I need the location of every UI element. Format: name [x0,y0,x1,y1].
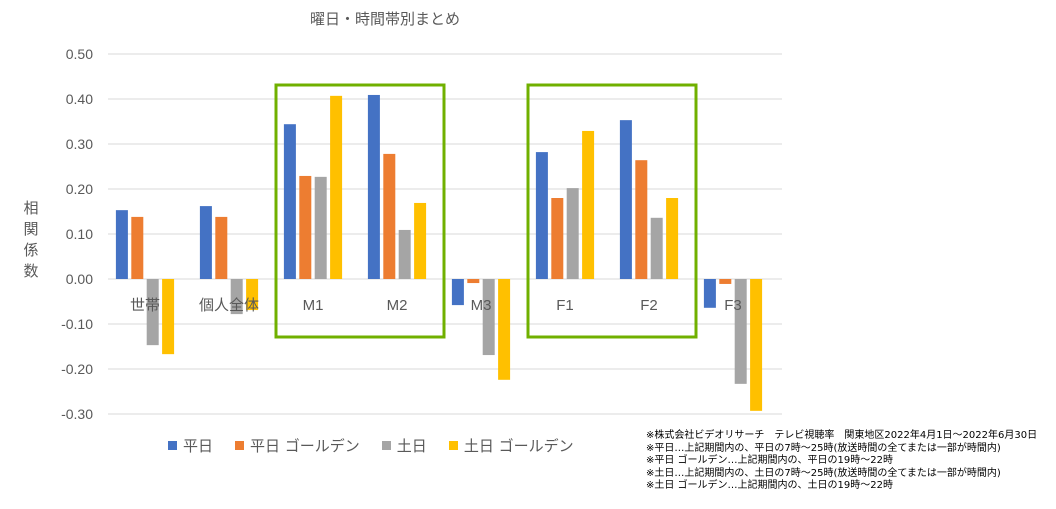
bar [703,279,716,308]
bar [582,130,595,279]
bar [283,124,296,279]
highlight-box [274,83,446,339]
bar [650,217,663,279]
y-tick-label: 0.20 [66,181,93,197]
note: ※土日…上記期間内の、土日の7時～25時(放送時間の全てまたは一部が時間内) [646,467,1001,479]
bar [414,202,427,279]
legend-label: 土日 ゴールデン [463,437,574,455]
bar [498,279,511,380]
y-tick-label: -0.30 [61,406,93,422]
y-tick-label: -0.10 [61,316,93,332]
legend: 平日 平日 ゴールデン 土日 土日 ゴールデン [168,435,574,456]
bar [330,95,343,279]
legend-label: 平日 [183,437,214,455]
y-tick-label: 0.30 [66,136,93,152]
bar [467,279,480,284]
note: ※平日 ゴールデン…上記期間内の、平日の19時～22時 [646,455,894,466]
bar [566,188,579,279]
bar [734,279,747,384]
notes: ※株式会社ビデオリサーチ テレビ視聴率 関東地区2022年4月1日～2022年6… [646,430,1037,493]
bar [146,279,159,346]
legend-label: 土日 [396,437,427,455]
x-tick-label: M2 [387,297,408,314]
note: ※土日 ゴールデン…上記期間内の、土日の19時～22時 [646,480,894,491]
bar [451,279,464,306]
x-tick-label: F1 [556,297,574,314]
bar [314,176,327,279]
x-tick-label: F3 [724,297,742,314]
bar [246,279,259,311]
bar [162,279,175,355]
note: ※株式会社ビデオリサーチ テレビ視聴率 関東地区2022年4月1日～2022年6… [646,430,1038,441]
x-tick-label: M1 [303,297,324,314]
legend-item: 平日 [168,435,213,456]
bar [398,229,411,279]
x-tick-label: 個人全体 [199,296,259,314]
bar [199,206,212,279]
chart-title: 曜日・時間帯別まとめ [309,10,460,28]
bar [666,198,679,279]
y-axis-label: 相関係数 [23,199,39,280]
legend-swatch [448,441,458,450]
legend-item: 土日 ゴールデン [448,435,574,456]
legend-item: 土日 [381,435,427,456]
legend-swatch [168,441,177,450]
x-tick-label: M3 [471,297,492,314]
bar [635,160,648,279]
bar [215,216,228,279]
bar [367,94,380,279]
legend-label: 平日 ゴールデン [250,437,360,455]
highlight-box [526,83,698,339]
bar [131,216,144,279]
y-tick-label: 0.50 [66,46,93,62]
bar [299,175,312,279]
bar [619,120,632,280]
bar [551,198,564,279]
legend-swatch [381,441,391,450]
y-tick-label: 0.40 [66,91,93,107]
legend-item: 平日 ゴールデン [235,435,360,456]
x-tick-label: F2 [640,297,658,314]
y-tick-label: 0.00 [66,271,93,287]
bar [115,210,128,279]
y-tick-label: 0.10 [66,226,93,242]
note: ※平日…上記期間内の、平日の7時～25時(放送時間の全てまたは一部が時間内) [646,442,1001,454]
y-tick-label: -0.20 [61,361,93,377]
bar [230,279,243,315]
legend-swatch [235,441,245,450]
x-tick-label: 世帯 [130,297,160,314]
bar [535,152,548,279]
bar [719,279,732,284]
bar [750,279,763,411]
bar [482,279,495,356]
bar [383,153,396,279]
